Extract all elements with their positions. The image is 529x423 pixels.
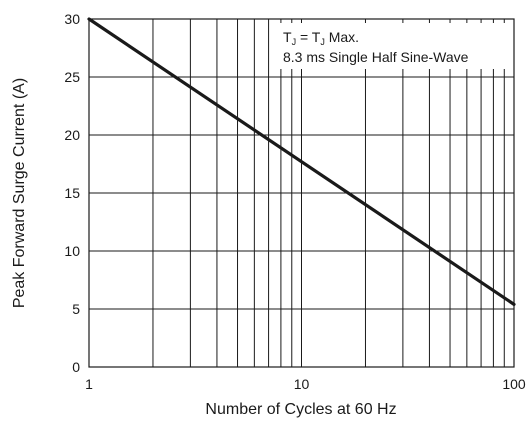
annotation-eq: = T <box>296 29 321 45</box>
plot-frame <box>88 18 515 368</box>
y-tick-label: 25 <box>64 69 80 85</box>
x-tick-label: 100 <box>502 376 526 392</box>
annotation-sub-2: J <box>320 37 325 47</box>
y-tick-label: 30 <box>64 11 80 27</box>
y-tick-label: 0 <box>72 359 80 375</box>
annotation-line-2: 8.3 ms Single Half Sine-Wave <box>283 49 469 65</box>
annotation-box <box>276 23 511 69</box>
annotation-sub-1: J <box>292 37 297 47</box>
x-axis-title: Number of Cycles at 60 Hz <box>205 401 396 418</box>
y-tick-label: 15 <box>64 185 80 201</box>
y-axis-title: Peak Forward Surge Current (A) <box>11 78 28 308</box>
grid <box>89 19 514 367</box>
x-tick-label: 1 <box>85 376 93 392</box>
x-tick-label: 10 <box>294 376 310 392</box>
annotation-line-1: TJ = TJ Max. <box>283 29 359 47</box>
y-tick-labels: 0 5 10 15 20 25 30 <box>64 11 80 375</box>
y-tick-label: 5 <box>72 301 80 317</box>
x-tick-labels: 1 10 100 <box>85 376 526 392</box>
series-group <box>87 17 516 306</box>
annotation-t1: T <box>283 29 292 45</box>
y-tick-label: 10 <box>64 243 80 259</box>
y-tick-label: 20 <box>64 127 80 143</box>
annotation-rest: Max. <box>325 29 359 45</box>
series-line <box>87 17 516 306</box>
